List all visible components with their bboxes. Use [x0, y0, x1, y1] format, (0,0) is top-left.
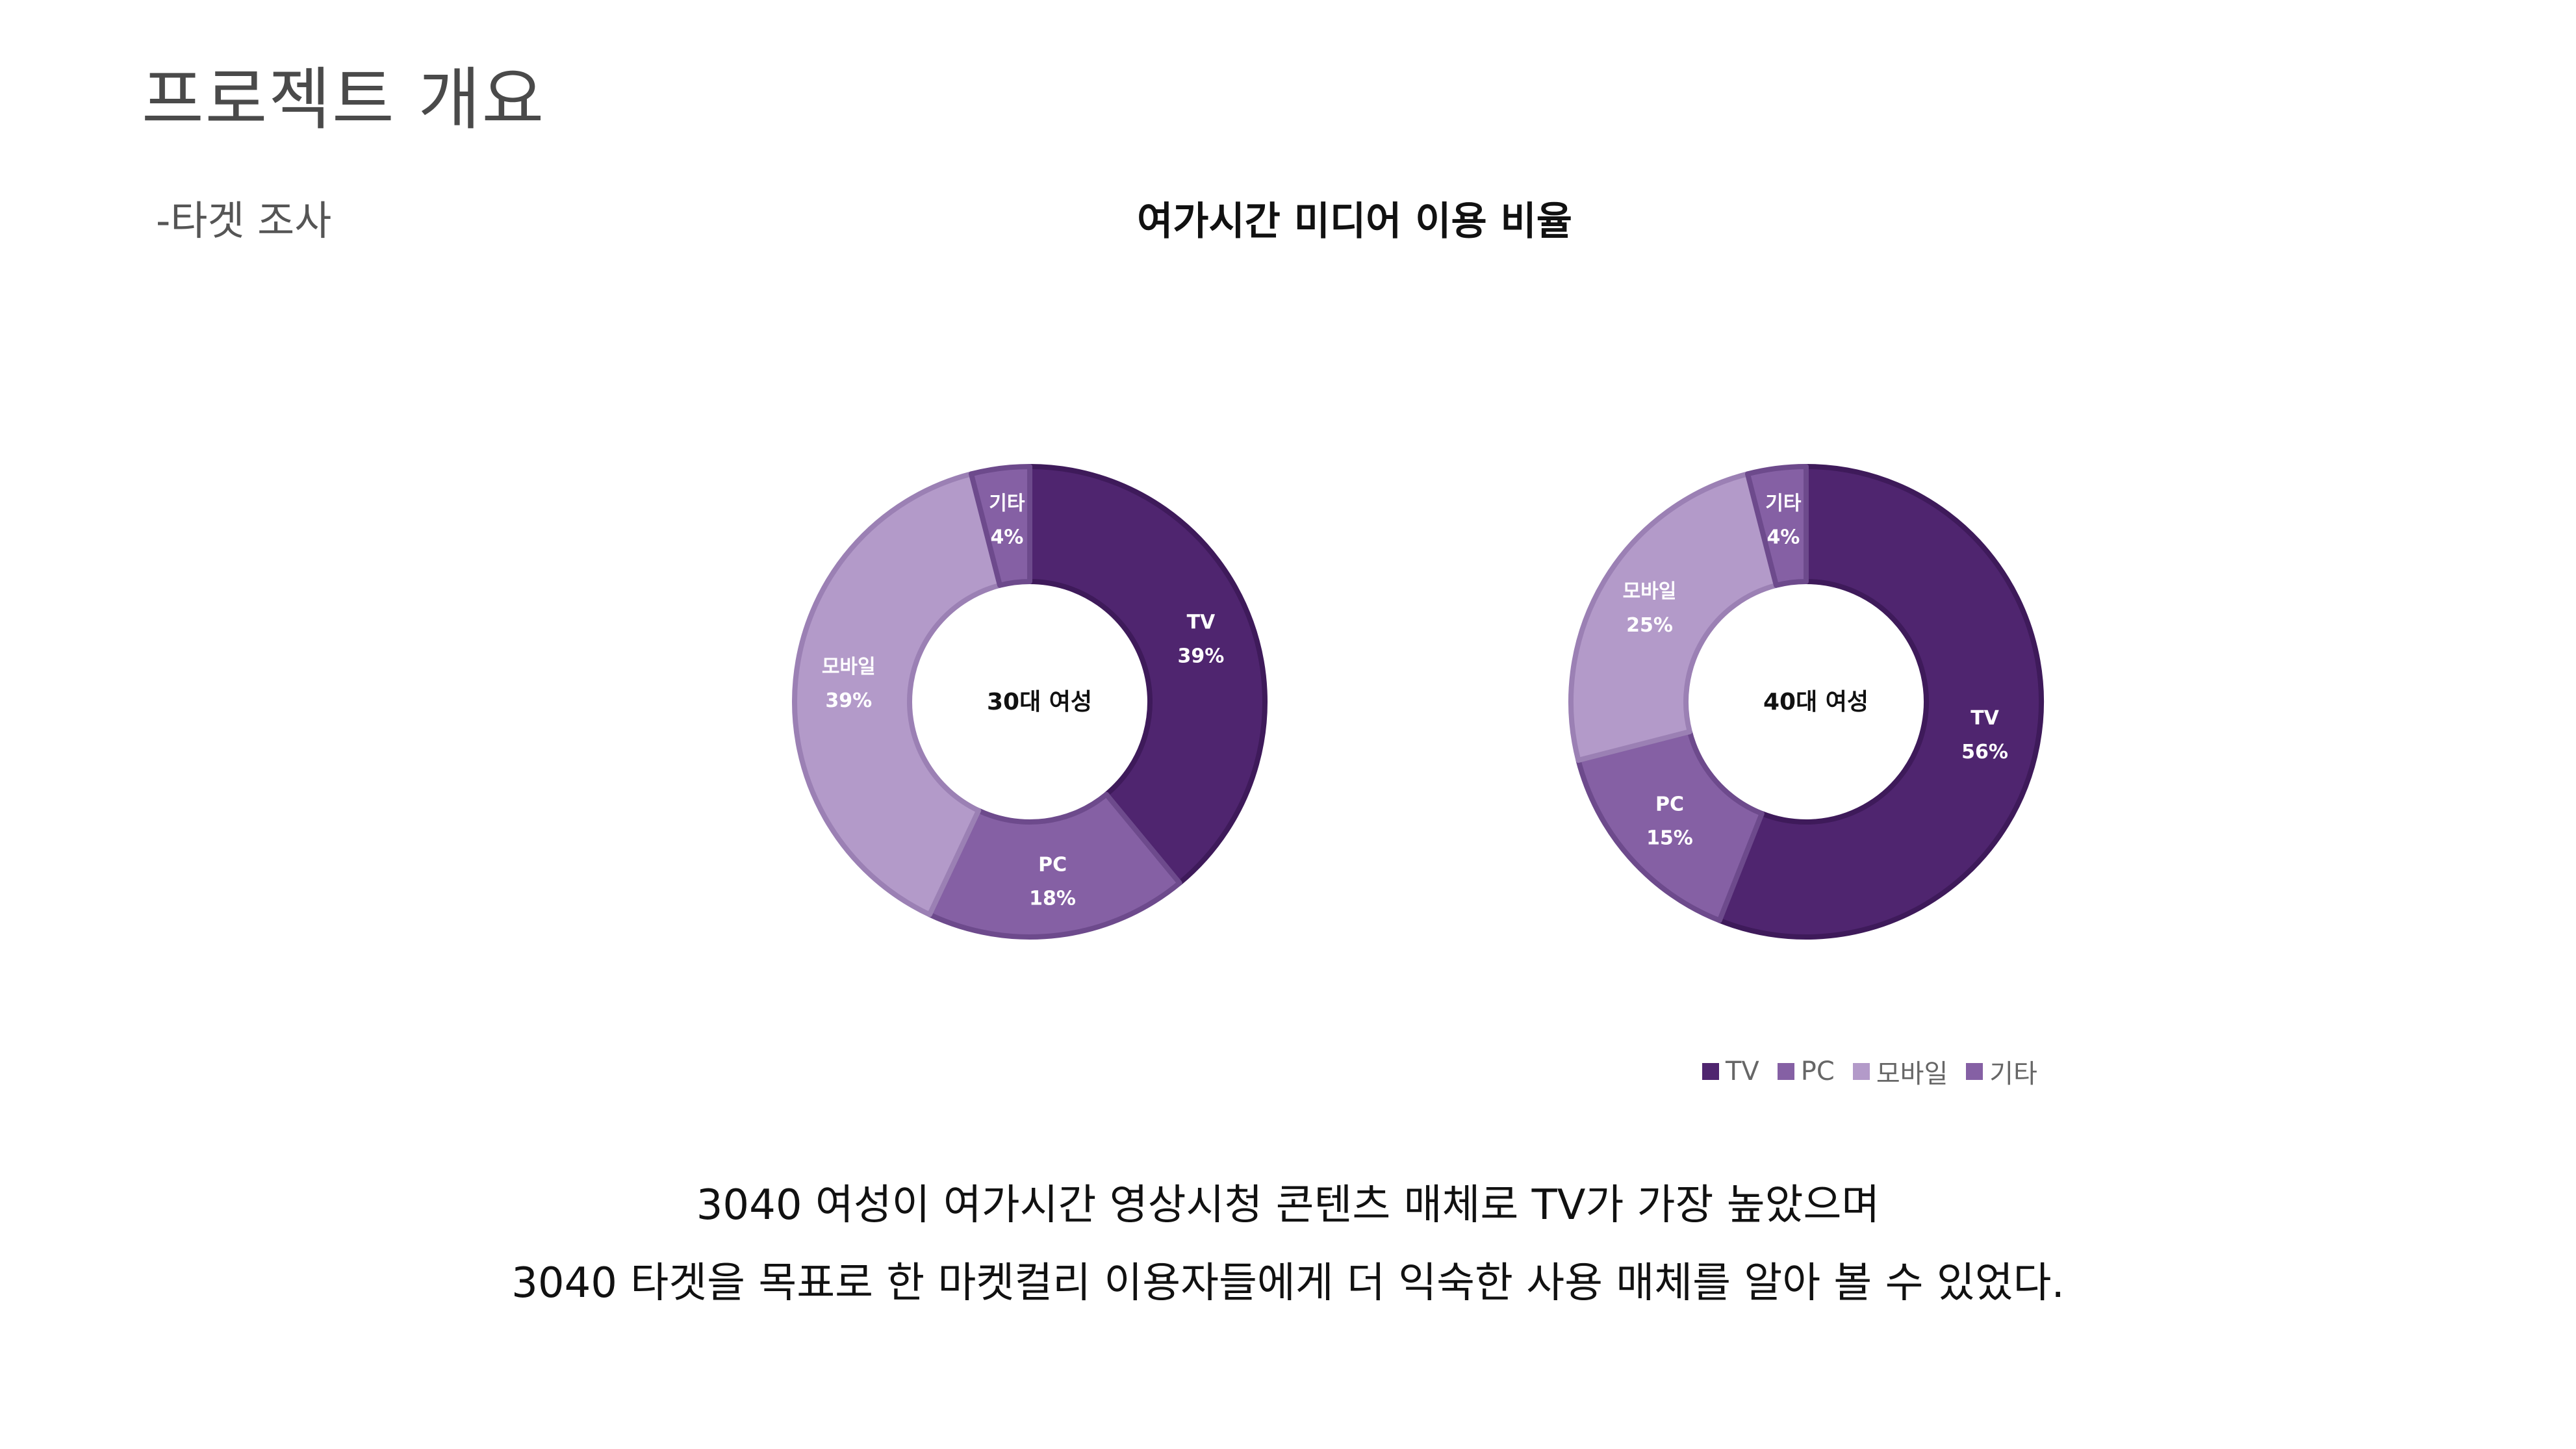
legend-label-mobile: 모바일 — [1876, 1059, 1948, 1089]
slice-category-label-tv: TV — [1187, 611, 1216, 634]
legend-label-etc: 기타 — [1989, 1059, 2037, 1089]
legend-swatch-tv — [1702, 1063, 1719, 1080]
donut-slice-mobile — [792, 471, 1002, 917]
page-title: 프로젝트 개요 — [142, 60, 546, 139]
slice-value-label-pc: 15% — [1646, 827, 1693, 850]
legend-swatch-mobile — [1852, 1063, 1870, 1080]
slice-category-label-pc: PC — [1655, 793, 1684, 816]
slice-value-label-pc: 18% — [1029, 887, 1076, 910]
donut-slice-etc — [1744, 464, 1809, 588]
slice-value-label-tv: 56% — [1961, 741, 2008, 763]
legend-item-tv: TV — [1702, 1057, 1759, 1086]
slice-category-label-mobile: 모바일 — [822, 656, 876, 678]
slice-value-label-mobile: 25% — [1626, 614, 1673, 637]
slice-category-label-pc: PC — [1038, 853, 1067, 876]
legend-label-tv: TV — [1726, 1057, 1759, 1086]
donut-center-label: 30대 여성 — [987, 689, 1092, 715]
legend-item-pc: PC — [1777, 1057, 1835, 1086]
donut-slice-tv — [1027, 464, 1268, 886]
slice-value-label-tv: 39% — [1178, 645, 1225, 668]
legend-item-mobile: 모바일 — [1852, 1053, 1948, 1090]
section-label: -타겟 조사 — [156, 197, 332, 244]
donut-slice-mobile — [1568, 471, 1779, 763]
donut-slice-etc — [968, 464, 1032, 588]
summary-line-2: 3040 타겟을 목표로 한 마켓컬리 이용자들에게 더 익숙한 사용 매체를 … — [511, 1259, 2065, 1307]
slice-category-label-tv: TV — [1970, 707, 1999, 730]
donut-chart-2: TV 56% PC 15% 모바일 25% 기타 4% 40대 여성 — [1568, 464, 2044, 940]
slice-value-label-etc: 4% — [990, 526, 1023, 549]
slice-category-label-mobile: 모바일 — [1623, 580, 1677, 603]
donut-chart-1: TV 39% PC 18% 모바일 39% 기타 4% 30대 여성 — [792, 464, 1268, 940]
summary-line-1: 3040 여성이 여가시간 영상시청 콘텐츠 매체로 TV가 가장 높았으며 — [696, 1181, 1880, 1229]
donut-charts: TV 39% PC 18% 모바일 39% 기타 4% 30대 여성 TV 56% PC 15% 모바일 2… — [792, 464, 2044, 940]
slice-category-label-etc: 기타 — [989, 493, 1025, 515]
donut-slice-pc — [926, 791, 1182, 940]
slice-category-label-etc: 기타 — [1765, 493, 1802, 515]
legend-swatch-etc — [1966, 1063, 1983, 1080]
legend-label-pc: PC — [1800, 1057, 1835, 1086]
donut-slice-tv — [1716, 464, 2044, 940]
slice-value-label-etc: 4% — [1766, 526, 1800, 549]
slice-value-label-mobile: 39% — [825, 689, 872, 712]
chart-title: 여가시간 미디어 이용 비율 — [1137, 199, 1572, 244]
legend-item-etc: 기타 — [1966, 1053, 2037, 1090]
donut-slice-pc — [1575, 729, 1765, 923]
chart-legend: TV PC 모바일 기타 — [1702, 1053, 2037, 1090]
donut-center-label: 40대 여성 — [1763, 689, 1868, 715]
legend-swatch-pc — [1777, 1063, 1794, 1080]
